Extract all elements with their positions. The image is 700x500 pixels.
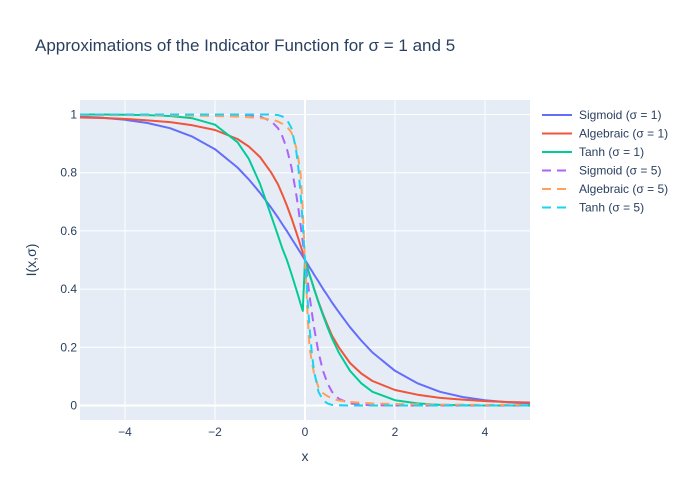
y-tick-label: 0.6 xyxy=(60,224,77,238)
legend-item[interactable]: Sigmoid (σ = 5) xyxy=(542,164,661,178)
x-tick-label: 2 xyxy=(392,425,399,439)
legend-label: Sigmoid (σ = 1) xyxy=(579,108,661,122)
y-tick-label: 0 xyxy=(70,398,77,412)
legend-item[interactable]: Sigmoid (σ = 1) xyxy=(542,108,661,122)
y-axis-ticks: 0 0.2 0.4 0.6 0.8 1 xyxy=(60,108,77,413)
legend-item[interactable]: Algebraic (σ = 1) xyxy=(542,127,668,141)
y-tick-label: 1 xyxy=(70,108,77,122)
x-tick-label: −2 xyxy=(208,425,222,439)
legend-label: Tanh (σ = 1) xyxy=(579,145,644,159)
legend-label: Algebraic (σ = 5) xyxy=(579,182,668,196)
y-tick-label: 0.2 xyxy=(60,340,77,354)
x-axis-title: x xyxy=(302,448,309,464)
y-axis-title: I(x,σ) xyxy=(23,244,39,277)
y-tick-label: 0.4 xyxy=(60,282,77,296)
legend-label: Tanh (σ = 5) xyxy=(579,201,644,215)
x-tick-label: 4 xyxy=(482,425,489,439)
series-line-5 xyxy=(80,113,530,407)
x-tick-label: −4 xyxy=(118,425,132,439)
chart-title: Approximations of the Indicator Function… xyxy=(35,36,455,55)
traces xyxy=(79,113,531,407)
x-tick-label: 0 xyxy=(302,425,309,439)
series-line-4 xyxy=(80,114,530,406)
x-axis-ticks: −4 −2 0 2 4 xyxy=(118,425,489,439)
legend-item[interactable]: Algebraic (σ = 5) xyxy=(542,182,668,196)
legend[interactable]: Sigmoid (σ = 1) Algebraic (σ = 1) Tanh (σ … xyxy=(542,108,668,215)
legend-label: Sigmoid (σ = 5) xyxy=(579,164,661,178)
legend-item[interactable]: Tanh (σ = 5) xyxy=(542,201,644,215)
legend-item[interactable]: Tanh (σ = 1) xyxy=(542,145,644,159)
y-tick-label: 0.8 xyxy=(60,166,77,180)
legend-label: Algebraic (σ = 1) xyxy=(579,127,668,141)
